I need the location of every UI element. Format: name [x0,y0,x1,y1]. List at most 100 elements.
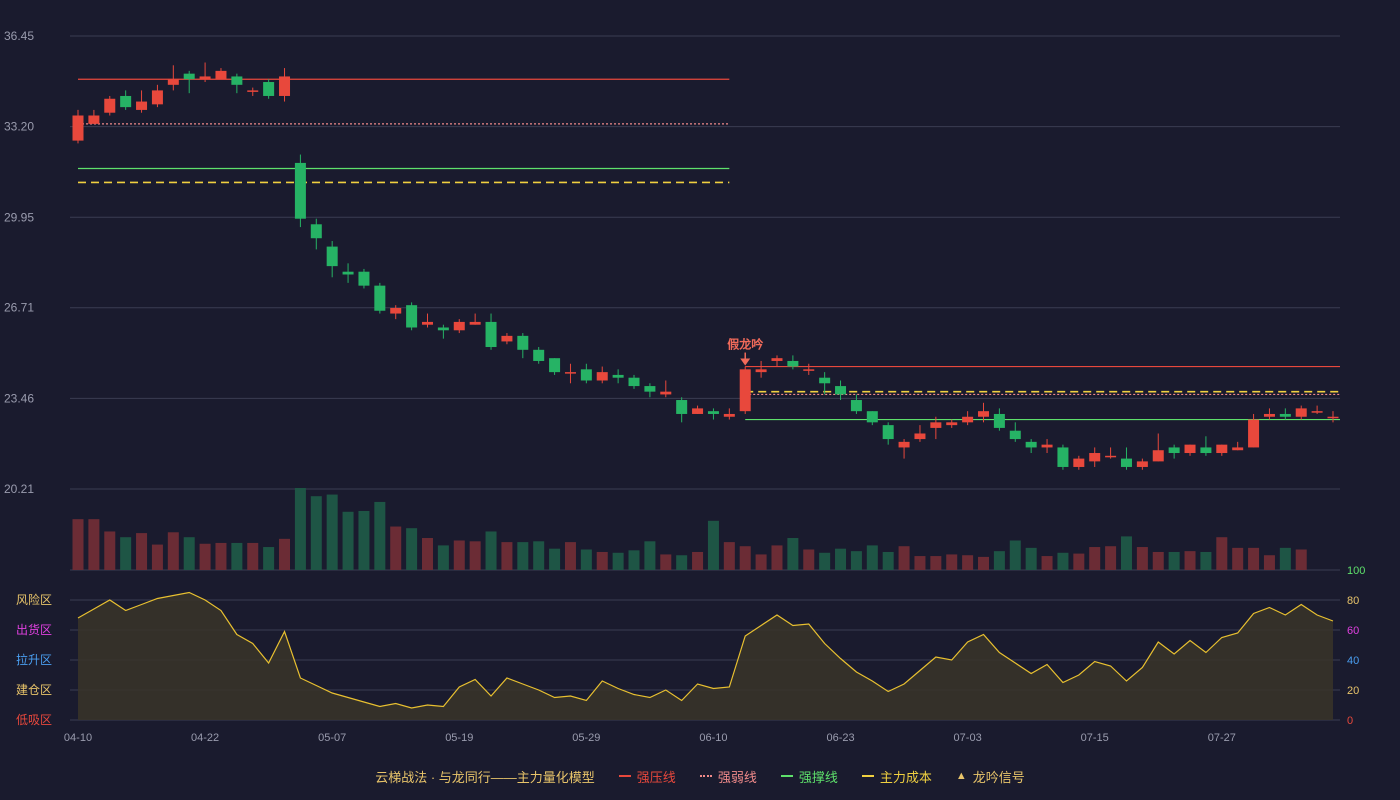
price-tick-label: 33.20 [4,120,34,134]
x-tick-label: 05-29 [572,732,600,744]
candle-body [437,327,449,331]
legend-item-cost[interactable]: 主力成本 [861,767,932,786]
legend-label-signal: 龙吟信号 [972,769,1025,785]
candle-body [771,358,783,361]
candle-body [501,335,513,342]
candle-body [580,369,592,381]
oscillator-tick-label: 0 [1347,715,1353,727]
x-tick-label: 04-10 [64,732,92,744]
volume-bar [835,548,847,570]
volume-bar [501,542,513,570]
candle-body [835,386,847,395]
candle-body [88,115,100,124]
legend-item-resistance[interactable]: 强压线 [618,767,676,786]
volume-bar [1152,551,1164,570]
volume-bar [644,541,656,570]
candle-body [819,377,831,384]
volume-bar [1120,536,1132,570]
candle-body [898,441,910,448]
volume-bar [946,554,958,570]
candle-body [151,90,163,105]
candle-body [596,372,608,381]
zone-label: 低吸区 [16,713,52,727]
candle-body [263,82,275,96]
candle-body [739,369,751,412]
volume-bar [612,552,624,570]
candle-body [120,95,132,108]
annotation-arrow-icon [740,358,751,366]
x-tick-label: 07-27 [1208,732,1236,744]
candle-body [1073,458,1085,467]
volume-bar [549,548,561,570]
candle-body [72,115,84,141]
volume-bar [374,501,386,570]
zone-label: 出货区 [16,622,52,637]
candle-body [1009,430,1021,440]
volume-bar [993,551,1005,570]
volume-bar [215,542,227,570]
oscillator-tick-label: 100 [1347,565,1365,577]
candle-body [882,425,894,440]
volume-bar [263,547,275,570]
volume-bar [120,537,132,570]
candle-body [787,360,799,367]
volume-bar [1089,547,1101,570]
candle-body [1263,413,1275,417]
zone-label: 风险区 [16,592,52,607]
legend-label-resistance: 强压线 [636,769,676,785]
legend-item-signal[interactable]: ▲ 龙吟信号 [956,767,1025,786]
volume-bar [1136,547,1148,570]
candle-body [104,98,116,113]
candle-body [469,321,481,325]
volume-bar [1295,549,1307,570]
legend-label-weak: 强弱线 [717,769,757,785]
candle-body [1184,444,1196,454]
candle-body [978,411,990,417]
volume-bar [1041,556,1053,570]
x-tick-label: 06-23 [826,732,854,744]
volume-bar [453,540,465,570]
oscillator-tick-label: 40 [1347,655,1359,667]
candle-body [533,349,545,361]
volume-bar [136,533,148,570]
volume-bar [707,520,719,570]
volume-bar [247,542,259,570]
volume-bar [803,549,815,570]
candle-body [1200,447,1212,454]
volume-bar [676,555,688,570]
volume-bar [978,556,990,570]
volume-bar [104,531,116,570]
volume-bar [406,528,418,570]
oscillator-area [78,592,1333,720]
candle-body [707,411,719,414]
volume-bar [866,545,878,570]
legend-item-weak[interactable]: 强弱线 [699,767,757,786]
volume-bar [1009,540,1021,570]
volume-bar [1216,537,1228,570]
volume-bar [421,538,433,570]
volume-bar [279,538,291,570]
legend-title: 云梯战法 · 与龙同行——主力量化模型 [375,769,595,785]
candle-body [1120,458,1132,467]
candle-body [1168,447,1180,454]
candle-body [310,224,322,239]
volume-bar [962,555,974,570]
volume-bar [580,549,592,570]
x-tick-label: 07-15 [1081,732,1109,744]
x-tick-label: 05-19 [445,732,473,744]
volume-bar [167,532,179,570]
candle-body [1089,453,1101,462]
candle-body [962,416,974,423]
volume-bar [358,510,370,570]
volume-bar [930,556,942,570]
legend-item-support[interactable]: 强撑线 [780,767,838,786]
volume-bar [342,511,354,570]
volume-bar [1184,551,1196,570]
volume-bar [485,531,497,570]
volume-bar [231,542,243,570]
volume-bar [596,551,608,570]
candle-body [692,408,704,414]
candle-body [914,433,926,440]
candle-body [1311,411,1323,413]
candle-body [231,76,243,85]
